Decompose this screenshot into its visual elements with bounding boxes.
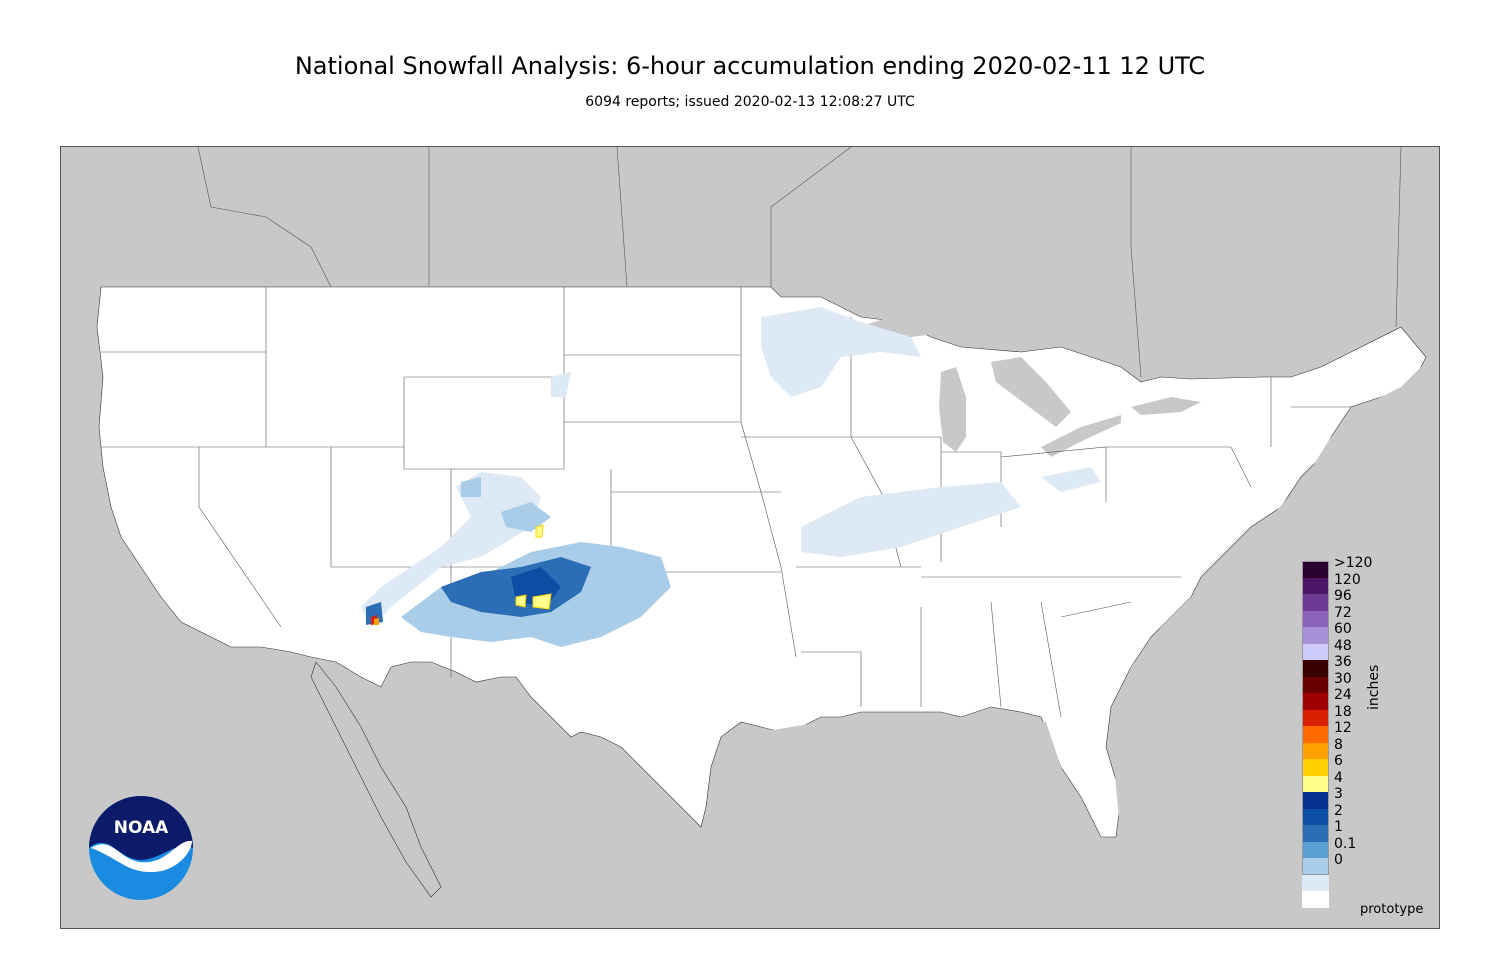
legend-swatch bbox=[1302, 643, 1329, 660]
snow-mid-co-2 bbox=[461, 477, 481, 497]
legend-swatch bbox=[1302, 561, 1329, 578]
legend-label: >120 bbox=[1334, 555, 1373, 571]
legend-label: 24 bbox=[1334, 687, 1352, 703]
legend-border bbox=[1302, 561, 1329, 875]
lake-ontario bbox=[1131, 397, 1201, 415]
legend-swatch bbox=[1302, 792, 1329, 809]
legend-label: 1 bbox=[1334, 819, 1343, 835]
legend-label: 0.1 bbox=[1334, 835, 1357, 852]
pacific-ocean bbox=[61, 147, 390, 928]
state-borders bbox=[101, 287, 1351, 718]
map-frame[interactable] bbox=[60, 146, 1440, 929]
legend-swatch bbox=[1302, 594, 1329, 611]
lake-huron bbox=[991, 357, 1071, 427]
snow-max-2 bbox=[515, 594, 527, 608]
legend-swatch bbox=[1302, 693, 1329, 710]
snow-max-3 bbox=[535, 524, 544, 538]
baja-peninsula bbox=[310, 661, 442, 898]
snow-light-nebraska bbox=[551, 372, 571, 397]
snow-mid-co bbox=[501, 502, 551, 532]
snowfall-overlay bbox=[361, 307, 1101, 647]
lake-erie bbox=[1041, 415, 1121, 457]
legend-swatch bbox=[1302, 709, 1329, 726]
legend-label: 0 bbox=[1334, 852, 1343, 868]
legend-swatch bbox=[1302, 577, 1329, 594]
legend-label: 36 bbox=[1334, 654, 1352, 670]
noaa-logo: NOAA bbox=[89, 796, 193, 900]
legend-swatch bbox=[1302, 627, 1329, 644]
legend-label: 30 bbox=[1334, 670, 1352, 687]
legend-label: 96 bbox=[1334, 588, 1352, 604]
snowfall-map[interactable] bbox=[61, 147, 1440, 929]
legend-label: 6 bbox=[1334, 753, 1343, 769]
legend-swatch bbox=[1302, 874, 1329, 891]
snow-light-southwest bbox=[361, 472, 541, 627]
legend-swatch bbox=[1302, 891, 1329, 908]
legend-swatch bbox=[1302, 759, 1329, 776]
legend-label: 8 bbox=[1334, 736, 1343, 753]
map-subtitle: 6094 reports; issued 2020-02-13 12:08:27… bbox=[585, 94, 915, 110]
map-title: National Snowfall Analysis: 6-hour accum… bbox=[294, 52, 1206, 80]
legend-label: 3 bbox=[1334, 786, 1343, 802]
legend-unit: inches bbox=[1366, 664, 1382, 710]
legend-label: 72 bbox=[1334, 604, 1352, 621]
snow-light-midwest bbox=[801, 482, 1021, 557]
legend-swatch bbox=[1302, 808, 1329, 825]
gulf-of-mexico bbox=[681, 717, 1091, 928]
legend-swatch bbox=[1302, 825, 1329, 842]
legend-label: 18 bbox=[1334, 703, 1352, 720]
legend-swatch bbox=[1302, 841, 1329, 858]
legend-label: 4 bbox=[1334, 769, 1343, 786]
legend-swatch bbox=[1302, 676, 1329, 693]
atlantic-ocean bbox=[1111, 349, 1439, 928]
prototype-note: prototype bbox=[1360, 902, 1424, 917]
canada-borders bbox=[197, 147, 1402, 378]
legend-swatch bbox=[1302, 858, 1329, 875]
snow-light-mn bbox=[761, 307, 921, 397]
legend-swatch bbox=[1302, 660, 1329, 677]
legend-label: 60 bbox=[1334, 621, 1352, 637]
noaa-logo-text: NOAA bbox=[114, 818, 169, 838]
legend-label: 2 bbox=[1334, 802, 1343, 819]
legend-swatch bbox=[1302, 742, 1329, 759]
snow-max-az-2 bbox=[374, 618, 379, 625]
legend-swatch bbox=[1302, 610, 1329, 627]
snow-light-ohio bbox=[1041, 467, 1101, 492]
legend-label: 120 bbox=[1334, 571, 1361, 588]
legend-swatch bbox=[1302, 726, 1329, 743]
legend-swatch bbox=[1302, 775, 1329, 792]
snow-max-1 bbox=[532, 593, 552, 610]
lake-michigan bbox=[939, 367, 966, 452]
legend-label: 48 bbox=[1334, 637, 1352, 654]
legend-label: 12 bbox=[1334, 720, 1352, 736]
